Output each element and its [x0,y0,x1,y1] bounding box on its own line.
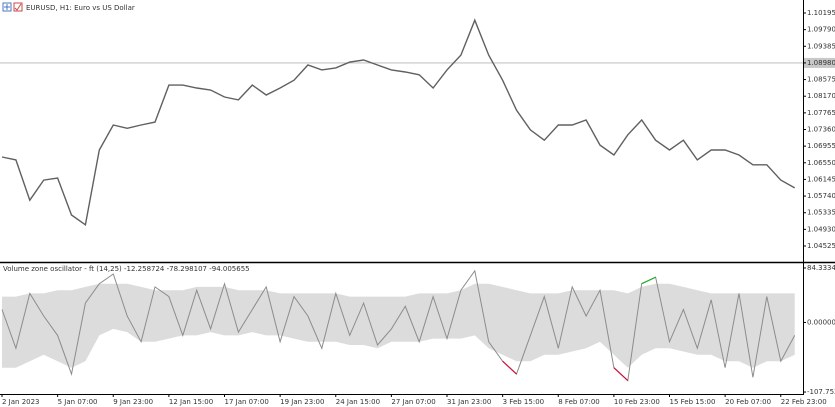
x-tick-label: 17 Jan 07:00 [225,398,269,406]
trade-icon-check [14,3,22,11]
x-tick-label: 5 Jan 07:00 [58,398,98,406]
y-tick-label: 1.06145 [807,175,835,183]
y-tick-label: -107.75310 [807,388,835,396]
y-tick-label: 0.000000 [807,318,835,326]
y-tick-label: 1.05740 [807,192,835,200]
x-tick-label: 24 Jan 15:00 [336,398,380,406]
x-tick-label: 27 Jan 07:00 [391,398,435,406]
y-tick-label: 1.08575 [807,76,835,84]
x-tick-label: 19 Jan 23:00 [280,398,324,406]
y-tick-label: 1.06955 [807,142,835,150]
y-tick-label: 1.07360 [807,125,835,133]
x-tick-label: 2 Jan 2023 [2,398,40,406]
y-tick-label: 1.04930 [807,225,835,233]
x-tick-label: 8 Feb 07:00 [558,398,599,406]
y-tick-label: 1.05335 [807,209,835,217]
y-tick-label: 1.08980 [807,59,835,67]
x-tick-label: 10 Feb 23:00 [614,398,660,406]
oscillator-signal [641,276,656,285]
y-tick-label: 1.09790 [807,26,835,34]
x-tick-label: 12 Jan 15:00 [169,398,213,406]
oscillator-signal [613,367,629,382]
x-tick-label: 22 Feb 23:00 [781,398,827,406]
price-label-highlight [804,57,835,68]
x-tick-label: 20 Feb 07:00 [725,398,771,406]
x-tick-label: 15 Feb 15:00 [670,398,716,406]
price-line [1,18,796,227]
y-tick-label: 1.07765 [807,109,835,117]
x-tick-label: 9 Jan 23:00 [113,398,153,406]
oscillator-signal [502,360,517,375]
trade-icon[interactable] [13,2,23,12]
y-tick-label: 1.10195 [807,9,835,17]
y-tick-label: 1.04525 [807,242,835,250]
x-tick-label: 3 Feb 15:00 [503,398,544,406]
indicator-title: Volume zone oscillator - ft (14,25) -12.… [3,265,250,273]
y-tick-label: 1.06550 [807,159,835,167]
oscillator-line [1,269,796,382]
chart-icon-grid [4,4,10,10]
y-tick-label: 1.08170 [807,92,835,100]
y-tick-label: 84.333476 [807,264,835,272]
band-area [2,283,795,368]
y-tick-label: 1.09385 [807,42,835,50]
x-tick-label: 31 Jan 23:00 [447,398,491,406]
chart-title: EURUSD, H1: Euro vs US Dollar [26,4,135,12]
